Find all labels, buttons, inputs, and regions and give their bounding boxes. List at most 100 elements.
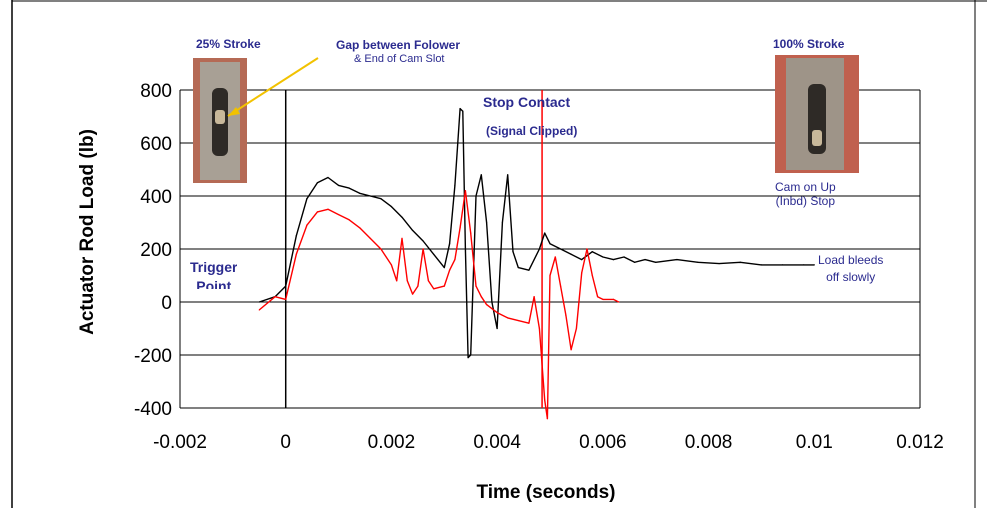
- data-point: [369, 195, 371, 197]
- y-tick-label: 200: [140, 240, 172, 261]
- data-point: [459, 107, 461, 110]
- data-point: [512, 251, 514, 253]
- data-point: [464, 190, 467, 192]
- data-point: [459, 227, 461, 229]
- data-point: [396, 280, 398, 282]
- annotation-cam-on-up: Cam on Up (Inbd) Stop: [775, 180, 836, 208]
- x-tick-label: 0.012: [896, 432, 944, 453]
- data-point: [760, 264, 763, 266]
- y-tick-label: 0: [161, 293, 172, 314]
- data-point: [417, 285, 419, 287]
- data-point: [475, 195, 477, 197]
- data-point: [559, 248, 562, 250]
- data-point: [422, 240, 424, 242]
- x-tick-label: 0.01: [796, 432, 833, 453]
- gap-arrow-head: [228, 107, 240, 116]
- data-point: [517, 319, 519, 322]
- data-point: [427, 280, 430, 282]
- data-point: [327, 176, 329, 179]
- annotation-gap: Gap between Folower: [336, 38, 461, 52]
- data-point: [591, 251, 593, 253]
- data-point: [485, 221, 488, 224]
- annotation-100-stroke: 100% Stroke: [773, 37, 845, 51]
- data-point: [316, 211, 319, 213]
- data-point: [406, 280, 408, 282]
- data-point: [507, 174, 509, 176]
- series-line-1: [258, 190, 620, 420]
- data-point: [306, 198, 308, 200]
- data-point: [348, 219, 350, 221]
- data-point: [485, 304, 488, 306]
- y-tick-label: -400: [134, 399, 172, 420]
- data-point: [258, 309, 260, 311]
- data-point: [470, 354, 472, 356]
- data-point: [546, 418, 548, 420]
- data-point: [295, 235, 297, 237]
- data-point: [462, 110, 464, 112]
- data-point: [803, 264, 805, 266]
- data-point: [433, 253, 435, 255]
- data-point: [411, 229, 414, 232]
- data-point: [348, 187, 350, 189]
- data-point: [538, 327, 541, 330]
- data-point: [549, 274, 551, 277]
- data-point: [813, 264, 815, 266]
- data-point: [697, 261, 699, 263]
- data-point: [581, 259, 583, 261]
- data-point: [433, 288, 435, 290]
- series-line-0: [259, 107, 815, 359]
- data-point: [285, 298, 287, 300]
- data-point: [480, 174, 482, 176]
- data-point: [544, 232, 546, 234]
- data-point: [258, 301, 260, 303]
- data-point: [306, 224, 308, 226]
- data-point: [475, 285, 477, 287]
- data-point: [337, 184, 340, 186]
- data-point: [285, 285, 287, 287]
- x-tick-label: 0.004: [473, 432, 521, 453]
- data-point: [633, 261, 636, 263]
- data-point: [443, 285, 445, 287]
- grid-lines: [180, 89, 920, 409]
- data-point: [507, 317, 509, 319]
- data-point: [316, 182, 319, 184]
- data-point: [565, 314, 567, 316]
- data-point: [570, 349, 572, 351]
- annotation-signal-clipped: (Signal Clipped): [486, 124, 578, 138]
- annotation-load-bleeds: Load bleeds off slowly: [818, 253, 884, 284]
- series-lines: [258, 107, 815, 420]
- data-point: [618, 301, 620, 303]
- data-point: [655, 261, 657, 263]
- data-point: [411, 293, 414, 295]
- data-point: [739, 261, 741, 263]
- data-point: [491, 301, 493, 303]
- data-point: [496, 327, 498, 330]
- data-point: [454, 259, 456, 261]
- data-point: [448, 243, 451, 245]
- data-point: [612, 259, 615, 261]
- y-tick-label: -200: [134, 346, 172, 367]
- tick-labels: 800 600 400 200 0 -200 -400 -0.002 0 0.002 0.004 0.…: [134, 81, 944, 453]
- data-point: [528, 269, 530, 271]
- data-point: [467, 357, 469, 359]
- data-point: [602, 298, 604, 300]
- photo-25-stroke: [193, 58, 247, 183]
- data-point: [380, 198, 382, 200]
- data-point: [554, 256, 556, 258]
- data-point: [549, 243, 551, 245]
- data-point: [586, 248, 588, 250]
- data-point: [517, 266, 519, 269]
- data-point: [501, 221, 504, 224]
- data-point: [559, 285, 562, 287]
- data-point: [401, 237, 403, 239]
- data-point: [274, 296, 276, 298]
- data-point: [676, 259, 678, 261]
- data-point: [390, 264, 393, 266]
- data-point: [591, 274, 593, 277]
- data-point: [369, 237, 371, 239]
- y-tick-label: 600: [140, 134, 172, 155]
- x-tick-label: 0.006: [579, 432, 627, 453]
- data-point: [443, 266, 445, 269]
- x-axis-label: Time (seconds): [476, 482, 615, 503]
